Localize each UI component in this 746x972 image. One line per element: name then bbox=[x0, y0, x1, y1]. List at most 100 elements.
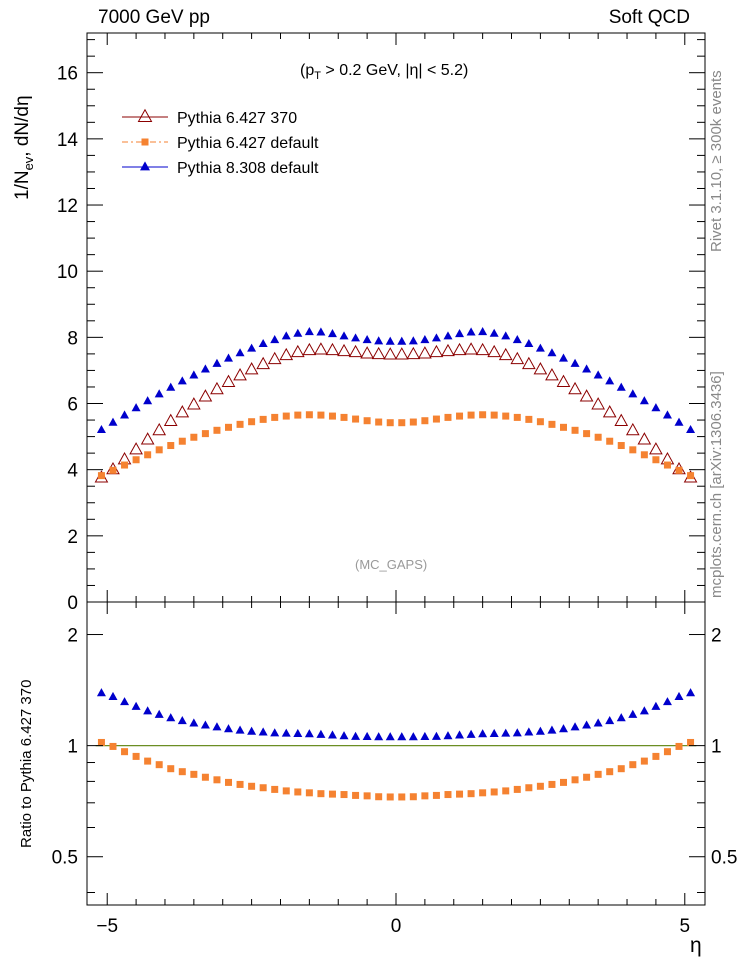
data-point bbox=[443, 331, 453, 340]
main-y-tick-label: 16 bbox=[57, 64, 78, 85]
data-point bbox=[190, 433, 198, 441]
data-point bbox=[605, 376, 615, 385]
data-point bbox=[593, 370, 603, 379]
ratio-point bbox=[605, 715, 615, 725]
ratio-point bbox=[513, 785, 521, 793]
ratio-point bbox=[167, 765, 175, 773]
ratio-y-tick-label-left: 2 bbox=[67, 626, 78, 647]
data-point bbox=[479, 411, 487, 419]
main-y-tick-label: 4 bbox=[67, 461, 78, 482]
ratio-point bbox=[408, 732, 418, 741]
data-point bbox=[406, 346, 421, 360]
ratio-point bbox=[583, 773, 591, 781]
ratio-point bbox=[362, 731, 372, 740]
data-point bbox=[475, 342, 490, 356]
data-point bbox=[490, 411, 498, 419]
data-point bbox=[325, 342, 340, 356]
ratio-point bbox=[385, 732, 395, 741]
data-point bbox=[233, 367, 247, 381]
data-point bbox=[431, 333, 441, 342]
data-point bbox=[467, 411, 475, 419]
ratio-point bbox=[178, 768, 186, 776]
data-point bbox=[535, 343, 545, 352]
main-y-tick-label: 12 bbox=[57, 196, 78, 217]
data-point bbox=[163, 413, 178, 426]
data-point bbox=[432, 415, 440, 423]
ratio-point bbox=[502, 787, 510, 795]
ratio-point bbox=[316, 729, 326, 738]
ratio-point bbox=[571, 776, 579, 784]
ratio-point bbox=[281, 728, 291, 737]
data-point bbox=[108, 417, 118, 426]
data-point bbox=[221, 374, 236, 387]
data-point bbox=[281, 331, 291, 340]
data-point bbox=[547, 348, 557, 357]
data-point bbox=[225, 423, 233, 431]
ratio-y-tick-label-right: 0.5 bbox=[711, 848, 737, 869]
ratio-point bbox=[120, 697, 130, 706]
ratio-point bbox=[512, 728, 522, 737]
data-point bbox=[304, 327, 314, 336]
data-point bbox=[498, 347, 513, 361]
main-y-axis-label: 1/Nev, dN/dη bbox=[12, 95, 36, 200]
data-point bbox=[556, 374, 571, 387]
ratio-point bbox=[536, 782, 544, 790]
data-point bbox=[444, 413, 452, 421]
data-point bbox=[602, 405, 617, 418]
data-point bbox=[662, 410, 672, 419]
ratio-point bbox=[351, 731, 361, 740]
data-point bbox=[521, 356, 536, 370]
data-point bbox=[348, 344, 363, 358]
ratio-point bbox=[432, 791, 440, 799]
ratio-point bbox=[524, 727, 534, 736]
main-y-tick-label: 0 bbox=[67, 593, 78, 614]
ratio-point bbox=[352, 791, 360, 799]
ratio-point bbox=[258, 727, 268, 736]
x-tick-label: −5 bbox=[96, 916, 118, 937]
ratio-point bbox=[652, 752, 660, 760]
data-point bbox=[120, 410, 130, 419]
data-point bbox=[256, 356, 271, 370]
data-point bbox=[375, 418, 383, 426]
data-point bbox=[570, 358, 580, 367]
data-point bbox=[279, 347, 294, 361]
ratio-point bbox=[629, 761, 637, 769]
data-point bbox=[294, 411, 302, 419]
data-point bbox=[420, 334, 430, 344]
data-point bbox=[625, 422, 640, 436]
data-point bbox=[187, 397, 201, 410]
data-point bbox=[639, 396, 649, 405]
ratio-point bbox=[628, 709, 638, 718]
x-tick-label: 5 bbox=[679, 916, 690, 937]
data-point bbox=[178, 437, 186, 445]
data-point bbox=[212, 358, 222, 367]
data-point bbox=[545, 367, 559, 381]
legend-entry-label: Pythia 6.427 default bbox=[177, 135, 319, 152]
data-point bbox=[524, 338, 534, 348]
data-point bbox=[512, 334, 522, 344]
data-point bbox=[267, 351, 282, 365]
data-point bbox=[591, 397, 605, 410]
ratio-point bbox=[548, 780, 556, 788]
ratio-point bbox=[558, 724, 568, 733]
data-point bbox=[121, 461, 129, 469]
data-point bbox=[513, 413, 521, 421]
data-point bbox=[466, 327, 476, 336]
ratio-point bbox=[490, 788, 498, 796]
ratio-point bbox=[121, 748, 129, 756]
data-point bbox=[167, 442, 175, 450]
ratio-point bbox=[409, 793, 417, 801]
data-point bbox=[290, 344, 305, 358]
legend-entry-label: Pythia 6.427 370 bbox=[177, 110, 297, 127]
data-point bbox=[317, 411, 325, 419]
data-point bbox=[351, 333, 361, 342]
data-point bbox=[259, 415, 267, 423]
ratio-point bbox=[247, 726, 257, 735]
data-point bbox=[614, 413, 629, 426]
ratio-point bbox=[213, 776, 221, 784]
ratio-point bbox=[109, 742, 117, 750]
ratio-point bbox=[212, 722, 222, 731]
x-tick-label: 0 bbox=[391, 916, 402, 937]
data-point bbox=[558, 353, 568, 362]
ratio-point bbox=[456, 790, 464, 798]
